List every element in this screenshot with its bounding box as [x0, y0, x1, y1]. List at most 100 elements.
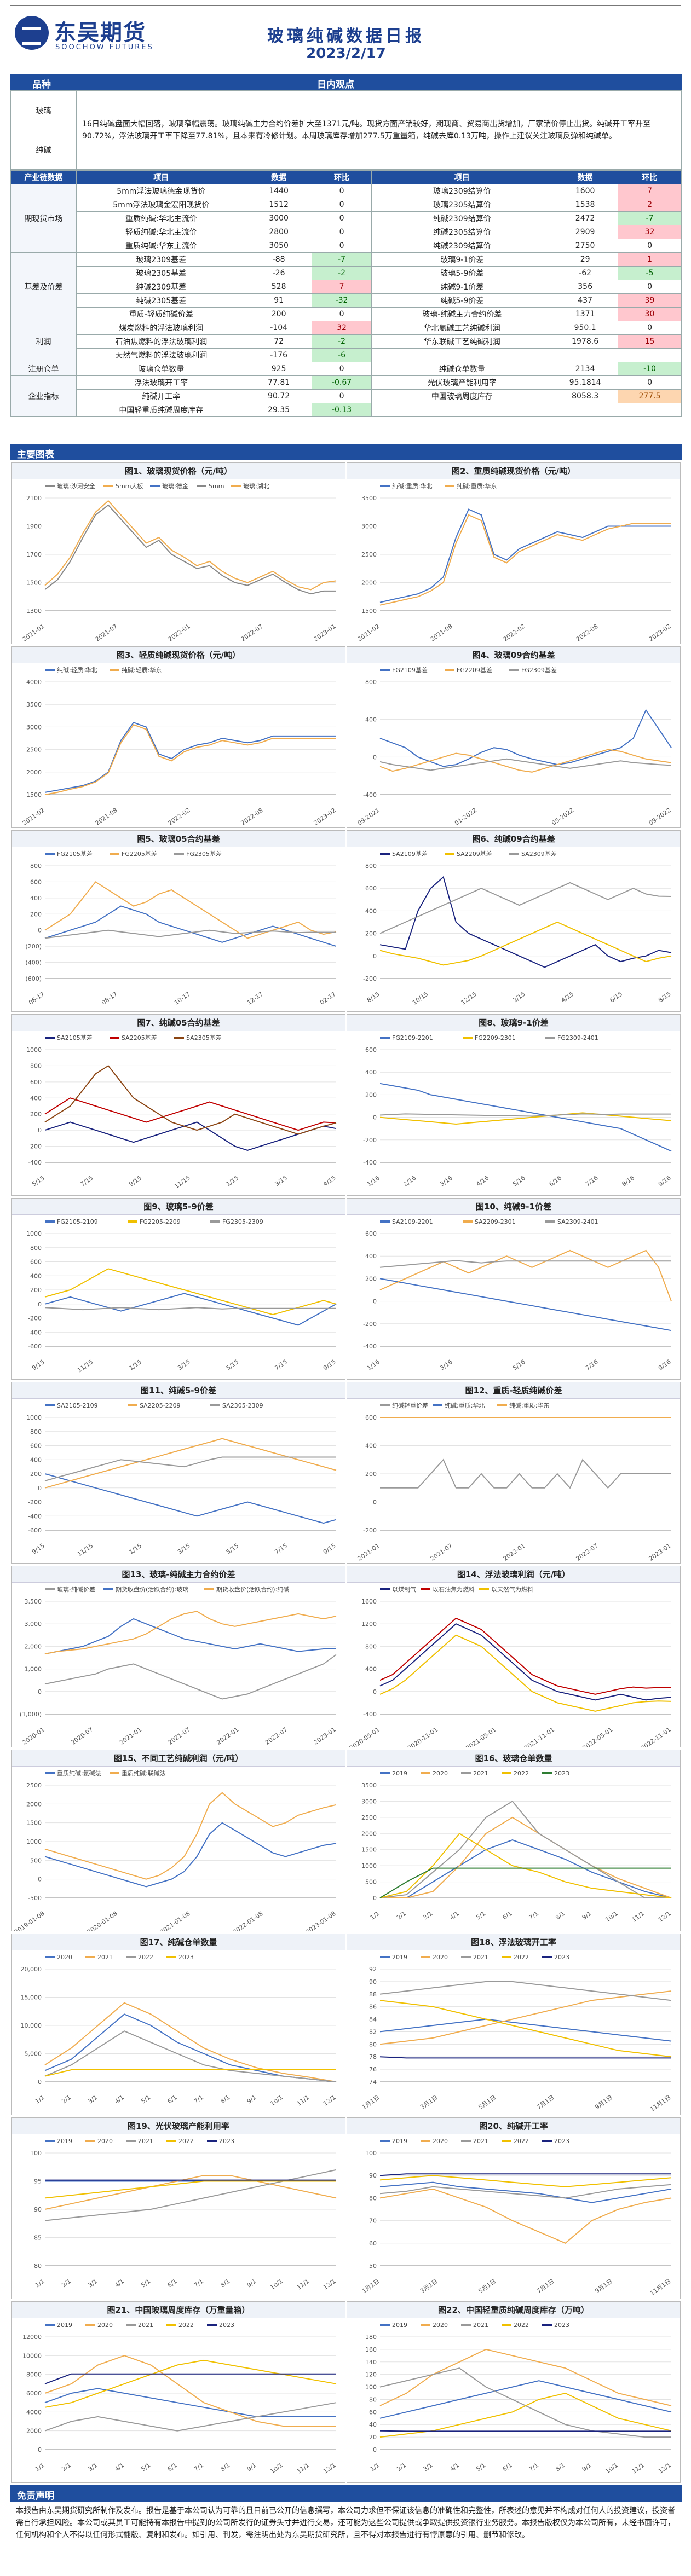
y-tick-label: -200 — [28, 1499, 42, 1506]
x-tick-label: 10/1 — [604, 1910, 619, 1924]
y-tick-label: 400 — [365, 1069, 377, 1076]
series-line — [44, 1611, 337, 1655]
x-tick-label: 8/1 — [554, 2462, 566, 2473]
x-tick-label: 6/1 — [502, 2462, 514, 2473]
row-change-b: 0 — [618, 321, 682, 335]
legend-label: 纯碱:重质:华东 — [509, 1402, 549, 1409]
row-item-a: 煤炭燃料的浮法玻璃利润 — [76, 321, 246, 335]
legend-swatch — [85, 2140, 95, 2142]
series-line — [379, 709, 672, 767]
legend-swatch — [542, 2324, 552, 2326]
logo-cn: 东吴期货 — [54, 20, 146, 45]
x-tick-label: 2021-02 — [21, 807, 46, 827]
legend-swatch — [45, 1772, 55, 1774]
legend-swatch — [166, 2140, 176, 2142]
y-tick-label: 2000 — [361, 1830, 377, 1837]
chart-panel: 图15、不同工艺纯碱利润（元/吨） 重质纯碱:氨碱法 重质纯碱:联碱法 -500 0 50… — [11, 1750, 346, 1931]
legend-label: 2020 — [97, 2138, 113, 2145]
legend-label: 2023 — [554, 1770, 569, 1777]
legend-swatch — [421, 2140, 430, 2142]
y-tick-label: 1000 — [26, 1046, 42, 1053]
chart-title: 图2、重质纯碱现货价格（元/吨） — [347, 463, 680, 479]
chart-panel: 图3、轻质纯碱现货价格（元/吨） 纯碱:轻质:华北 纯碱:轻质:华东 1500 2000… — [11, 646, 346, 828]
row-item-a: 浮法玻璃开工率 — [76, 375, 246, 390]
x-tick-label: 9/15 — [322, 1542, 337, 1556]
row-value-a: 3000 — [245, 211, 312, 225]
y-tick-label: -600 — [28, 1527, 42, 1534]
y-tick-label: 4000 — [26, 2409, 42, 2416]
view-row-soda: 纯碱 — [10, 130, 682, 170]
x-tick-label: 1/16 — [366, 1174, 381, 1188]
series-line — [44, 1438, 337, 1489]
y-tick-label: 800 — [30, 862, 42, 870]
legend-label: 2021 — [97, 1954, 113, 1961]
row-value-a: 77.81 — [245, 375, 312, 390]
chart-svg: 2020 2021 2022 2023 0 5,000 10,000 15,000 20,000… — [21, 1954, 337, 2108]
series-line — [379, 1113, 671, 1117]
chart-title: 图22、中国轻重质纯碱周度库存（万吨） — [347, 2302, 680, 2318]
row-item-a: 纯碱2309基差 — [76, 280, 246, 294]
legend-label: 期货收盘价(活跃合约):玻璃 — [116, 1585, 188, 1593]
y-tick-label: 100 — [365, 2150, 377, 2157]
chart-panel: 图16、玻璃仓单数量 2019 2020 2021 2022 2023 0 500 1000 15… — [347, 1750, 681, 1931]
x-tick-label: 8/15 — [657, 991, 672, 1004]
y-tick-label: 0 — [38, 2079, 42, 2086]
chart-svg: FG2105-2109 FG2205-2209 FG2305-2309 -600 -40… — [26, 1218, 337, 1374]
y-tick-label: 2000 — [26, 1801, 42, 1808]
legend-label: FG2205基差 — [122, 850, 157, 858]
x-tick-label: 3/16 — [439, 1358, 454, 1372]
legend-label: 2020 — [433, 2322, 448, 2329]
chart-svg: SA2105基差 SA2205基差 SA2305基差 -400 -200 0 200 400 6… — [26, 1034, 337, 1190]
series-line — [44, 1618, 336, 1655]
x-tick-label: 9/1 — [246, 2278, 258, 2289]
y-tick-label: 60 — [369, 2240, 377, 2247]
y-tick-label: 78 — [369, 2053, 377, 2060]
row-value-b: 1538 — [552, 198, 619, 212]
chart-panel: 图1、玻璃现货价格（元/吨） 玻璃:沙河安全 5mm大板 玻璃:德金 5mm 玻璃:湖北 1… — [11, 462, 346, 644]
legend-swatch — [45, 2324, 55, 2326]
series-line — [44, 2069, 336, 2077]
data-row: 利润 煤炭燃料的浮法玻璃利润 -104 32 华北氨碱工艺纯碱利润 950.1 0 — [10, 321, 682, 362]
row-value-a: 3050 — [245, 239, 312, 253]
row-change-b: 32 — [618, 225, 682, 239]
chart-title: 图9、玻璃5-9价差 — [12, 1199, 345, 1215]
x-tick-label: 11/1 — [296, 2278, 311, 2291]
legend-label: SA2209基差 — [457, 850, 492, 858]
x-tick-label: 9/1 — [581, 1910, 593, 1921]
legend-label: 2021 — [473, 2322, 488, 2329]
x-tick-label: 2021-07 — [429, 1542, 454, 1562]
row-item-a: 5mm浮法玻璃金宏阳现货价 — [76, 198, 246, 212]
x-tick-label: 2/1 — [60, 2462, 72, 2473]
legend-swatch — [150, 485, 160, 487]
x-tick-label: 7/15 — [273, 1358, 289, 1372]
x-tick-label: 9月1日 — [594, 2278, 614, 2295]
x-tick-label: 8/1 — [554, 1910, 566, 1921]
legend-label: 2023 — [178, 1954, 194, 1961]
legend-swatch — [103, 1588, 113, 1590]
series-line — [379, 2392, 672, 2438]
series-line — [44, 2402, 337, 2432]
x-tick-label: 12/15 — [460, 991, 478, 1006]
row-item-a: 重质纯碱:华北主流价 — [76, 211, 246, 225]
x-tick-label: 10/1 — [269, 2462, 284, 2475]
chart-panel: 图17、纯碱仓单数量 2020 2021 2022 2023 0 5,000 10,000 15… — [11, 1934, 346, 2115]
x-tick-label: 9/1 — [246, 2094, 258, 2105]
x-tick-label: 7/1 — [528, 1910, 540, 1921]
row-item-a: 玻璃2305基差 — [76, 266, 246, 280]
data-row: 玻璃2305基差 -26 -2 玻璃5-9价差 -62 -5 — [11, 266, 682, 280]
series-line — [44, 1097, 337, 1131]
y-tick-label: -200 — [363, 1137, 377, 1144]
x-tick-label: 4/1 — [113, 2278, 125, 2289]
chart-svg: SA2109基差 SA2209基差 SA2309基差 -200 0 200 400 600 80… — [363, 850, 672, 1006]
y-tick-label: 3500 — [361, 495, 377, 502]
y-tick-label: 200 — [30, 1287, 42, 1294]
legend-label: 2021 — [473, 2138, 488, 2145]
legend-swatch — [174, 1037, 184, 1039]
legend-label: 2023 — [554, 2322, 569, 2329]
legend-swatch — [103, 485, 113, 487]
x-tick-label: 12/1 — [657, 1910, 672, 1924]
x-tick-label: 2021-08 — [429, 623, 454, 643]
x-tick-label: 2021-07 — [167, 1726, 192, 1746]
row-change-a: 0 — [311, 239, 372, 253]
x-tick-label: 12-17 — [246, 991, 264, 1006]
